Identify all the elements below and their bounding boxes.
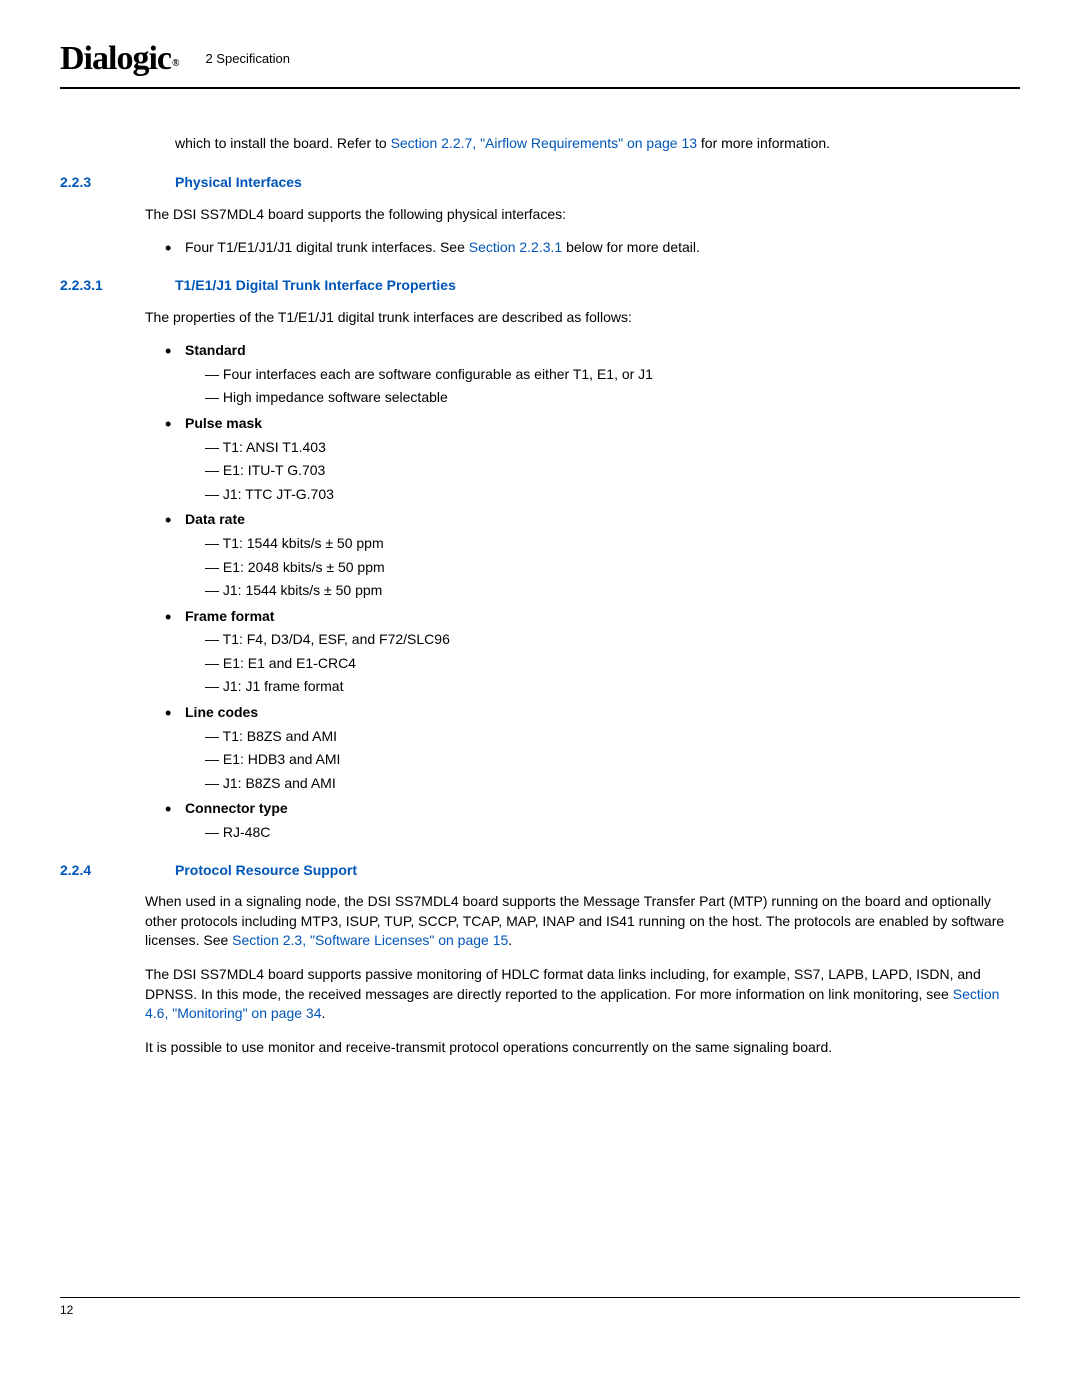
body-text: The DSI SS7MDL4 board supports the follo… — [145, 205, 1020, 225]
logo: Dialogic® — [60, 35, 185, 83]
section-number: 2.2.4 — [60, 861, 175, 881]
link-airflow-requirements[interactable]: Section 2.2.7, "Airflow Requirements" on… — [391, 135, 697, 151]
property-label: Connector type — [185, 800, 288, 816]
list-text-before: Four T1/E1/J1/J1 digital trunk interface… — [185, 239, 469, 255]
list-item-connector: Connector type RJ-48C — [165, 799, 1020, 842]
dash-item: J1: B8ZS and AMI — [205, 774, 1020, 794]
dash-item: J1: 1544 kbits/s ± 50 ppm — [205, 581, 1020, 601]
dash-list: RJ-48C — [185, 823, 1020, 843]
p1-after: . — [508, 932, 512, 948]
property-label: Frame format — [185, 608, 274, 624]
dash-list: T1: 1544 kbits/s ± 50 ppm E1: 2048 kbits… — [185, 534, 1020, 601]
section-title: Physical Interfaces — [175, 173, 302, 193]
dash-item: J1: TTC JT-G.703 — [205, 485, 1020, 505]
dash-item: RJ-48C — [205, 823, 1020, 843]
body-text: It is possible to use monitor and receiv… — [145, 1038, 1020, 1058]
p2-after: . — [322, 1005, 326, 1021]
dash-item: E1: HDB3 and AMI — [205, 750, 1020, 770]
dash-item: J1: J1 frame format — [205, 677, 1020, 697]
list-item-data-rate: Data rate T1: 1544 kbits/s ± 50 ppm E1: … — [165, 510, 1020, 600]
logo-registered: ® — [172, 58, 178, 69]
link-section-2231[interactable]: Section 2.2.3.1 — [469, 239, 562, 255]
intro-text-before: which to install the board. Refer to — [175, 135, 391, 151]
page-header: Dialogic® 2 Specification — [60, 35, 1020, 89]
property-list: Standard Four interfaces each are softwa… — [165, 341, 1020, 842]
dash-list: T1: F4, D3/D4, ESF, and F72/SLC96 E1: E1… — [185, 630, 1020, 697]
section-heading-224: 2.2.4 Protocol Resource Support — [60, 861, 1020, 881]
dash-item: T1: F4, D3/D4, ESF, and F72/SLC96 — [205, 630, 1020, 650]
property-label: Standard — [185, 342, 246, 358]
logo-text: Dialogic — [60, 40, 171, 77]
dash-item: T1: 1544 kbits/s ± 50 ppm — [205, 534, 1020, 554]
dash-item: E1: ITU-T G.703 — [205, 461, 1020, 481]
intro-paragraph: which to install the board. Refer to Sec… — [175, 134, 1020, 154]
dash-list: T1: ANSI T1.403 E1: ITU-T G.703 J1: TTC … — [185, 438, 1020, 505]
section-heading-223: 2.2.3 Physical Interfaces — [60, 173, 1020, 193]
list-item-standard: Standard Four interfaces each are softwa… — [165, 341, 1020, 408]
section-number: 2.2.3.1 — [60, 276, 175, 296]
page-footer: 12 — [60, 1297, 1020, 1319]
list-item-frame-format: Frame format T1: F4, D3/D4, ESF, and F72… — [165, 607, 1020, 697]
dash-list: T1: B8ZS and AMI E1: HDB3 and AMI J1: B8… — [185, 727, 1020, 794]
intro-text-after: for more information. — [697, 135, 830, 151]
section-heading-2231: 2.2.3.1 T1/E1/J1 Digital Trunk Interface… — [60, 276, 1020, 296]
dash-item: High impedance software selectable — [205, 388, 1020, 408]
list-text-after: below for more detail. — [562, 239, 700, 255]
dash-item: E1: E1 and E1-CRC4 — [205, 654, 1020, 674]
dash-item: T1: ANSI T1.403 — [205, 438, 1020, 458]
property-label: Pulse mask — [185, 415, 262, 431]
body-text: When used in a signaling node, the DSI S… — [145, 892, 1020, 951]
chapter-label: 2 Specification — [205, 50, 290, 68]
page-content: which to install the board. Refer to Sec… — [60, 134, 1020, 1320]
page-number: 12 — [60, 1303, 73, 1317]
dash-item: Four interfaces each are software config… — [205, 365, 1020, 385]
section-title: T1/E1/J1 Digital Trunk Interface Propert… — [175, 276, 456, 296]
section-title: Protocol Resource Support — [175, 861, 357, 881]
body-text: The properties of the T1/E1/J1 digital t… — [145, 308, 1020, 328]
section-number: 2.2.3 — [60, 173, 175, 193]
dash-item: E1: 2048 kbits/s ± 50 ppm — [205, 558, 1020, 578]
link-software-licenses[interactable]: Section 2.3, "Software Licenses" on page… — [232, 932, 508, 948]
property-label: Line codes — [185, 704, 258, 720]
list-item-line-codes: Line codes T1: B8ZS and AMI E1: HDB3 and… — [165, 703, 1020, 793]
body-text: The DSI SS7MDL4 board supports passive m… — [145, 965, 1020, 1024]
bullet-list: Four T1/E1/J1/J1 digital trunk interface… — [165, 238, 1020, 258]
property-label: Data rate — [185, 511, 245, 527]
list-item: Four T1/E1/J1/J1 digital trunk interface… — [165, 238, 1020, 258]
p2-before: The DSI SS7MDL4 board supports passive m… — [145, 966, 981, 1002]
dash-item: T1: B8ZS and AMI — [205, 727, 1020, 747]
list-item-pulse-mask: Pulse mask T1: ANSI T1.403 E1: ITU-T G.7… — [165, 414, 1020, 504]
dash-list: Four interfaces each are software config… — [185, 365, 1020, 408]
